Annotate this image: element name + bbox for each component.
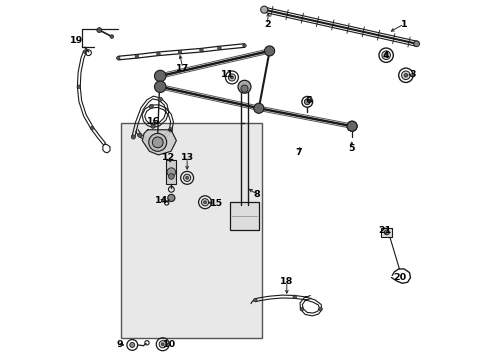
Text: 16: 16 <box>147 117 160 126</box>
Circle shape <box>168 128 172 132</box>
Polygon shape <box>142 130 176 155</box>
Circle shape <box>346 121 356 131</box>
Circle shape <box>401 71 409 80</box>
Circle shape <box>318 307 322 311</box>
Text: 11: 11 <box>221 71 234 80</box>
Circle shape <box>260 6 267 13</box>
Text: 14: 14 <box>154 196 167 205</box>
Text: 21: 21 <box>378 226 391 235</box>
Circle shape <box>116 56 120 60</box>
Circle shape <box>154 70 165 82</box>
Circle shape <box>253 298 257 302</box>
Text: 19: 19 <box>70 36 83 45</box>
Circle shape <box>161 343 164 346</box>
Circle shape <box>156 52 160 55</box>
Circle shape <box>149 104 153 109</box>
Circle shape <box>131 135 135 139</box>
Circle shape <box>203 201 206 204</box>
Circle shape <box>413 41 419 46</box>
Circle shape <box>384 53 387 57</box>
Circle shape <box>264 46 274 56</box>
Circle shape <box>384 230 388 235</box>
Circle shape <box>168 174 174 179</box>
Circle shape <box>110 35 113 39</box>
Circle shape <box>253 103 264 113</box>
Text: 2: 2 <box>263 20 270 29</box>
Circle shape <box>159 341 166 348</box>
Circle shape <box>90 126 94 130</box>
Text: 10: 10 <box>163 340 175 349</box>
Circle shape <box>178 50 182 54</box>
Circle shape <box>158 97 162 102</box>
Text: 3: 3 <box>408 71 415 80</box>
Circle shape <box>238 80 250 93</box>
Text: 1: 1 <box>400 19 407 28</box>
Circle shape <box>135 54 139 58</box>
Circle shape <box>154 81 165 93</box>
Circle shape <box>97 28 102 33</box>
Circle shape <box>241 85 247 92</box>
Circle shape <box>228 74 235 81</box>
Circle shape <box>77 85 81 89</box>
Text: 9: 9 <box>117 341 123 350</box>
Text: 4: 4 <box>381 51 388 60</box>
Circle shape <box>300 307 303 311</box>
Text: 8: 8 <box>253 190 260 199</box>
Circle shape <box>148 134 166 151</box>
Circle shape <box>304 99 309 105</box>
Bar <box>381 228 391 237</box>
Circle shape <box>129 342 135 347</box>
Circle shape <box>167 194 175 202</box>
Circle shape <box>346 121 356 131</box>
Text: 15: 15 <box>209 199 223 208</box>
Text: 17: 17 <box>176 64 189 73</box>
Text: 12: 12 <box>162 153 175 162</box>
Bar <box>121 123 262 338</box>
Circle shape <box>183 174 190 181</box>
Text: 5: 5 <box>347 144 354 153</box>
Text: 6: 6 <box>305 96 312 105</box>
Circle shape <box>201 199 208 206</box>
Bar <box>166 160 176 184</box>
Circle shape <box>167 168 175 176</box>
Circle shape <box>242 44 246 47</box>
Text: 20: 20 <box>392 273 405 282</box>
Text: 18: 18 <box>280 276 293 285</box>
Text: 13: 13 <box>180 153 193 162</box>
Circle shape <box>403 73 407 77</box>
Circle shape <box>217 46 221 50</box>
Circle shape <box>185 176 188 179</box>
Circle shape <box>83 50 86 53</box>
Circle shape <box>381 51 389 59</box>
Circle shape <box>199 48 203 52</box>
Circle shape <box>230 76 233 79</box>
Circle shape <box>151 124 155 129</box>
Circle shape <box>137 133 142 137</box>
Circle shape <box>292 295 296 299</box>
Bar <box>230 202 258 230</box>
Circle shape <box>152 137 163 148</box>
Text: 7: 7 <box>294 148 301 157</box>
